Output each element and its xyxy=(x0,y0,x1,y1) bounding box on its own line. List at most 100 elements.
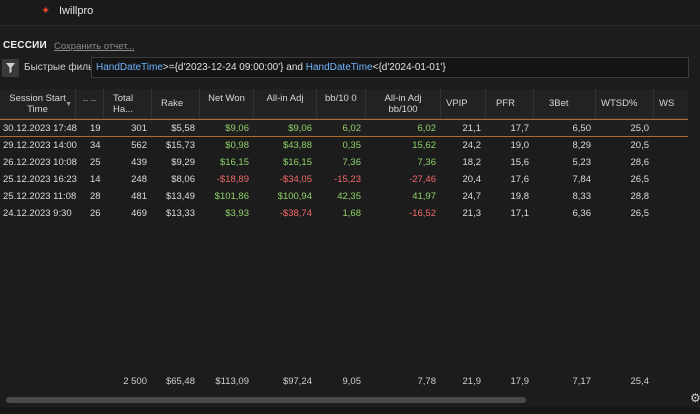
poker-star-icon: ✦ xyxy=(41,5,51,17)
cell-net: $9,06 xyxy=(225,123,249,134)
cell-allin: $9,06 xyxy=(288,123,312,134)
cell-mins: 34 xyxy=(90,140,101,151)
cell-bb: 7,36 xyxy=(342,157,362,168)
col-rake[interactable]: Rake xyxy=(152,89,200,119)
col-allin-adj-bb100[interactable]: All-in Adj bb/100 xyxy=(366,89,441,119)
cell-rake: $15,73 xyxy=(165,140,195,151)
col-hands-short[interactable]: .. .. xyxy=(76,89,104,119)
table-row[interactable]: 29.12.2023 14:00 34 562 $15,73 $0,98 $43,88 0,… xyxy=(0,137,688,153)
cell-net: $101,86 xyxy=(214,191,249,202)
quick-filters-label: Быстрые фильтры xyxy=(24,62,92,73)
cell-mins: 28 xyxy=(90,191,101,202)
cell-rake: $13,49 xyxy=(165,191,195,202)
cell-start: 24.12.2023 9:30 xyxy=(3,208,72,219)
cell-mins: 19 xyxy=(90,123,101,134)
cell-hands: 562 xyxy=(131,140,147,151)
cell-pfr: 19,0 xyxy=(510,140,530,151)
cell-vpip: 24,7 xyxy=(462,191,482,202)
cell-threebet: 8,33 xyxy=(572,191,592,202)
cell-pfr: 15,6 xyxy=(510,157,530,168)
cell-threebet: 7,84 xyxy=(572,174,592,185)
sessions-table: Session Start Time ▼ .. .. Total Ha... R… xyxy=(0,89,688,389)
col-net-won[interactable]: Net Won xyxy=(200,89,254,119)
cell-start: 30.12.2023 17:48 xyxy=(3,123,77,134)
total-3bet: 7,17 xyxy=(572,376,592,387)
cell-pfr: 17,7 xyxy=(510,123,530,134)
cell-vpip: 18,2 xyxy=(462,157,482,168)
cell-allinbb: 7,36 xyxy=(417,157,437,168)
cell-hands: 469 xyxy=(131,208,147,219)
cell-vpip: 24,2 xyxy=(462,140,482,151)
col-bb100[interactable]: bb/10 0 xyxy=(317,89,366,119)
cell-vpip: 20,4 xyxy=(462,174,482,185)
col-pfr[interactable]: PFR xyxy=(486,89,534,119)
section-header: СЕССИИ Сохранить отчет... xyxy=(0,36,700,56)
total-bb100: 9,05 xyxy=(342,376,362,387)
cell-bb: 0,35 xyxy=(342,140,362,151)
cell-pfr: 19,8 xyxy=(510,191,530,202)
cell-rake: $9,29 xyxy=(171,157,195,168)
cell-hands: 248 xyxy=(131,174,147,185)
cell-allinbb: 41,97 xyxy=(412,191,436,202)
funnel-icon xyxy=(6,63,15,73)
filter-condition-2: <{d'2024-01-01'} xyxy=(372,62,446,73)
cell-bb: 1,68 xyxy=(342,208,362,219)
bottom-strip xyxy=(0,407,700,414)
cell-start: 25.12.2023 16:23 xyxy=(3,174,77,185)
col-total-hands[interactable]: Total Ha... xyxy=(104,89,152,119)
cell-allinbb: 6,02 xyxy=(417,123,437,134)
col-vpip[interactable]: VPIP xyxy=(441,89,486,119)
cell-start: 26.12.2023 10:08 xyxy=(3,157,77,168)
cell-wtsd: 28,8 xyxy=(630,191,650,202)
total-rake: $65,48 xyxy=(165,376,195,387)
filter-button[interactable] xyxy=(2,59,19,77)
cell-start: 25.12.2023 11:08 xyxy=(3,191,77,202)
app-topbar: ✦ Iwillpro xyxy=(0,0,700,26)
total-pfr: 17,9 xyxy=(510,376,530,387)
cell-mins: 26 xyxy=(90,208,101,219)
col-ws[interactable]: WS xyxy=(659,98,675,109)
cell-wtsd: 26,5 xyxy=(630,208,650,219)
table-row[interactable]: 24.12.2023 9:30 26 469 $13,33 $3,93 -$38,74 1,… xyxy=(0,205,688,221)
cell-wtsd: 26,5 xyxy=(630,174,650,185)
horizontal-scrollbar[interactable] xyxy=(0,395,688,405)
total-hands: 2 500 xyxy=(123,376,147,387)
table-row[interactable]: 25.12.2023 11:08 28 481 $13,49 $101,86 $100,9… xyxy=(0,188,688,204)
cell-threebet: 5,23 xyxy=(572,157,592,168)
cell-rake: $13,33 xyxy=(165,208,195,219)
cell-net: $0,98 xyxy=(225,140,249,151)
cell-threebet: 6,36 xyxy=(572,208,592,219)
filter-condition-1: >={d'2023-12-24 09:00:00'} and xyxy=(162,62,306,73)
col-wtsd[interactable]: WTSD% xyxy=(596,89,654,119)
cell-net: $16,15 xyxy=(219,157,249,168)
table-row[interactable]: 25.12.2023 16:23 14 248 $8,06 -$18,89 -$34,05… xyxy=(0,171,688,187)
cell-wtsd: 20,5 xyxy=(630,140,650,151)
cell-hands: 481 xyxy=(131,191,147,202)
cell-allinbb: -27,46 xyxy=(409,174,436,185)
totals-row: 2 500 $65,48 $113,09 $97,24 9,05 7,78 21… xyxy=(0,376,688,390)
filter-field-2: HandDateTime xyxy=(305,62,373,73)
scrollbar-thumb[interactable] xyxy=(6,397,526,403)
cell-bb: 6,02 xyxy=(342,123,362,134)
filter-expression-input[interactable]: HandDateTime>={d'2023-12-24 09:00:00'} a… xyxy=(91,57,689,78)
table-header: Session Start Time ▼ .. .. Total Ha... R… xyxy=(0,89,688,119)
sort-desc-icon: ▼ xyxy=(65,101,72,108)
total-wtsd: 25,4 xyxy=(630,376,650,387)
app-name: Iwillpro xyxy=(59,5,94,17)
col-3bet[interactable]: 3Bet xyxy=(534,89,596,119)
cell-bb: -15,23 xyxy=(334,174,361,185)
total-net-won: $113,09 xyxy=(215,376,249,387)
cell-allin: $100,94 xyxy=(277,191,312,202)
col-label: Session Start Time xyxy=(9,93,66,115)
col-session-start-time[interactable]: Session Start Time ▼ xyxy=(0,89,76,119)
col-allin-adj[interactable]: All-in Adj xyxy=(254,89,317,119)
cell-hands: 439 xyxy=(131,157,147,168)
cell-threebet: 8,29 xyxy=(572,140,592,151)
cell-net: -$18,89 xyxy=(216,174,249,185)
gear-icon[interactable]: ⚙ xyxy=(690,391,700,405)
table-row[interactable]: 30.12.2023 17:48 19 301 $5,58 $9,06 $9,06 6,02… xyxy=(0,119,688,137)
cell-allin: -$34,05 xyxy=(279,174,312,185)
table-row[interactable]: 26.12.2023 10:08 25 439 $9,29 $16,15 $16,15 7,… xyxy=(0,154,688,170)
save-report-link[interactable]: Сохранить отчет... xyxy=(54,41,135,52)
total-allin-adj-bb100: 7,78 xyxy=(417,376,437,387)
